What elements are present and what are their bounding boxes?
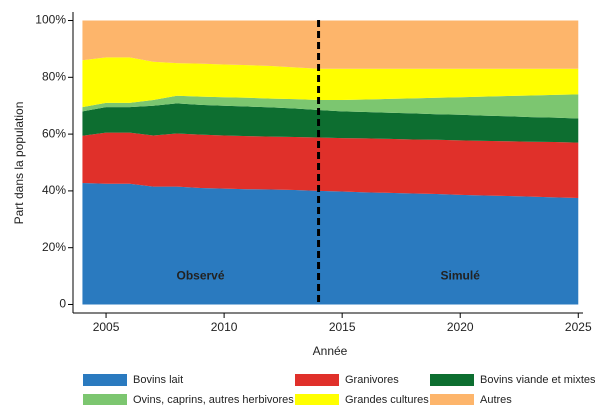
- legend-label: Bovins lait: [133, 374, 183, 386]
- y-axis-label: Part dans la population: [12, 102, 26, 225]
- y-tick-label: 80%: [42, 69, 66, 83]
- y-tick-label: 60%: [42, 126, 66, 140]
- y-tick-label: 100%: [35, 13, 66, 27]
- y-tick-label: 40%: [42, 183, 66, 197]
- legend-label: Autres: [480, 394, 512, 405]
- legend-swatch: [83, 394, 127, 405]
- x-tick-label: 2015: [329, 320, 356, 334]
- area: [82, 57, 579, 108]
- area: [82, 182, 579, 305]
- legend-swatch: [295, 374, 339, 386]
- y-tick-label: 20%: [42, 240, 66, 254]
- area: [82, 20, 579, 69]
- area: [82, 94, 579, 119]
- x-tick-label: 2005: [93, 320, 120, 334]
- legend-label: Grandes cultures: [345, 394, 429, 405]
- x-axis-label: Année: [313, 344, 348, 358]
- y-tick-label: 0: [59, 297, 66, 311]
- annotation: Simulé: [441, 268, 481, 282]
- legend-swatch: [430, 374, 474, 386]
- legend-label: Bovins viande et mixtes: [480, 374, 595, 386]
- legend-swatch: [295, 394, 339, 405]
- legend-swatch: [83, 374, 127, 386]
- area: [82, 103, 579, 143]
- x-tick-label: 2025: [565, 320, 592, 334]
- area: [82, 132, 579, 198]
- x-tick-label: 2020: [447, 320, 474, 334]
- x-tick-label: 2010: [211, 320, 238, 334]
- annotation: Observé: [176, 268, 224, 282]
- legend-label: Ovins, caprins, autres herbivores: [133, 394, 294, 405]
- legend-swatch: [430, 394, 474, 405]
- legend-label: Granivores: [345, 374, 399, 386]
